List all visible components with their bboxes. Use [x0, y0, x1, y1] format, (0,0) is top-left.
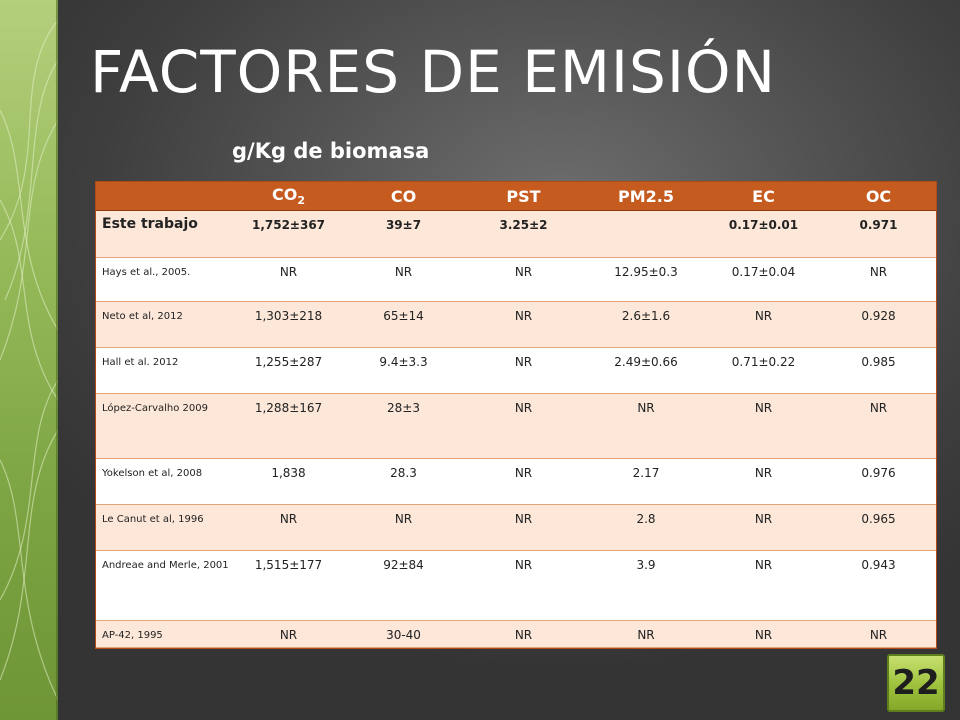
header-cell-pst: PST — [461, 182, 586, 211]
cell-pm25: 2.49±0.66 — [586, 347, 706, 394]
cell-source: Neto et al, 2012 — [96, 301, 231, 348]
cell-oc: 0.965 — [821, 504, 936, 551]
page-number-badge: 22 — [887, 654, 945, 712]
cell-co: NR — [346, 257, 461, 302]
header-cell-co2: CO2 — [231, 182, 346, 211]
cell-co2: 1,303±218 — [231, 301, 346, 348]
slide-subtitle: g/Kg de biomasa — [232, 139, 430, 163]
cell-oc: 0.976 — [821, 458, 936, 505]
cell-co2: 1,752±367 — [231, 210, 346, 258]
header-co2-subscript: 2 — [297, 194, 305, 208]
cell-pm25: NR — [586, 620, 706, 648]
table-row: Neto et al, 2012 1,303±218 65±14 NR 2.6±1.6 N… — [96, 301, 936, 348]
cell-co: 65±14 — [346, 301, 461, 348]
cell-co: 9.4±3.3 — [346, 347, 461, 394]
table-row: Andreae and Merle, 2001 1,515±177 92±84 NR 3… — [96, 550, 936, 621]
decorative-side-panel — [0, 0, 58, 720]
cell-co2: 1,515±177 — [231, 550, 346, 621]
cell-co: 28.3 — [346, 458, 461, 505]
cell-pst: NR — [461, 393, 586, 459]
cell-ec: 0.17±0.04 — [706, 257, 821, 302]
cell-ec: NR — [706, 393, 821, 459]
cell-pst: NR — [461, 550, 586, 621]
table-row: Hays et al., 2005. NR NR NR 12.95±0.3 0.17±0.… — [96, 257, 936, 302]
header-cell-oc: OC — [821, 182, 936, 211]
table-row: Yokelson et al, 2008 1,838 28.3 NR 2.17 NR 0.9… — [96, 458, 936, 505]
cell-source: Hall et al. 2012 — [96, 347, 231, 394]
table-header-row: CO2 CO PST PM2.5 EC OC — [96, 182, 936, 211]
cell-pm25: 2.6±1.6 — [586, 301, 706, 348]
cell-ec: 0.71±0.22 — [706, 347, 821, 394]
cell-pm25: 3.9 — [586, 550, 706, 621]
cell-oc: 0.943 — [821, 550, 936, 621]
cell-co2: NR — [231, 257, 346, 302]
cell-source: Le Canut et al, 1996 — [96, 504, 231, 551]
header-co2-label: CO — [272, 184, 298, 204]
cell-co: 92±84 — [346, 550, 461, 621]
table-row: Este trabajo 1,752±367 39±7 3.25±2 0.17±0.01… — [96, 210, 936, 258]
header-cell-co: CO — [346, 182, 461, 211]
cell-source: López-Carvalho 2009 — [96, 393, 231, 459]
cell-co2: 1,838 — [231, 458, 346, 505]
cell-co2: NR — [231, 504, 346, 551]
cell-source: Andreae and Merle, 2001 — [96, 550, 231, 621]
header-cell-empty — [96, 182, 231, 211]
cell-pst: NR — [461, 257, 586, 302]
cell-pm25: 12.95±0.3 — [586, 257, 706, 302]
cell-source: AP-42, 1995 — [96, 620, 231, 648]
cell-oc: 0.985 — [821, 347, 936, 394]
cell-oc: NR — [821, 257, 936, 302]
cell-pst: NR — [461, 504, 586, 551]
cell-pst: NR — [461, 347, 586, 394]
cell-co: 30-40 — [346, 620, 461, 648]
table-row: Hall et al. 2012 1,255±287 9.4±3.3 NR 2.49±0… — [96, 347, 936, 394]
table-body: Este trabajo 1,752±367 39±7 3.25±2 0.17±0.01… — [96, 210, 936, 648]
slide-title: FACTORES DE EMISIÓN — [90, 38, 776, 106]
cell-oc: NR — [821, 620, 936, 648]
cell-ec: NR — [706, 504, 821, 551]
table-row: AP-42, 1995 NR 30-40 NR NR NR NR — [96, 620, 936, 648]
cell-co2: 1,288±167 — [231, 393, 346, 459]
cell-pm25: NR — [586, 393, 706, 459]
cell-pm25: 2.8 — [586, 504, 706, 551]
cell-oc: 0.971 — [821, 210, 936, 258]
cell-source: Este trabajo — [96, 210, 231, 258]
cell-pst: NR — [461, 458, 586, 505]
table-row: López-Carvalho 2009 1,288±167 28±3 NR NR NR NR — [96, 393, 936, 459]
cell-source: Hays et al., 2005. — [96, 257, 231, 302]
emission-factors-table: CO2 CO PST PM2.5 EC OC Este trabajo 1,752… — [95, 181, 937, 649]
cell-co2: NR — [231, 620, 346, 648]
cell-pst: 3.25±2 — [461, 210, 586, 258]
cell-pst: NR — [461, 620, 586, 648]
cell-ec: NR — [706, 620, 821, 648]
cell-ec: NR — [706, 458, 821, 505]
cell-pst: NR — [461, 301, 586, 348]
cell-ec: 0.17±0.01 — [706, 210, 821, 258]
cell-oc: NR — [821, 393, 936, 459]
table-row: Le Canut et al, 1996 NR NR NR 2.8 NR 0.965 — [96, 504, 936, 551]
cell-pm25: 2.17 — [586, 458, 706, 505]
cell-co2: 1,255±287 — [231, 347, 346, 394]
header-cell-ec: EC — [706, 182, 821, 211]
header-cell-pm25: PM2.5 — [586, 182, 706, 211]
cell-co: 39±7 — [346, 210, 461, 258]
cell-co: NR — [346, 504, 461, 551]
cell-ec: NR — [706, 301, 821, 348]
cell-pm25 — [586, 210, 706, 258]
cell-source: Yokelson et al, 2008 — [96, 458, 231, 505]
cell-co: 28±3 — [346, 393, 461, 459]
swirl-decoration-icon — [0, 0, 58, 720]
cell-oc: 0.928 — [821, 301, 936, 348]
cell-ec: NR — [706, 550, 821, 621]
